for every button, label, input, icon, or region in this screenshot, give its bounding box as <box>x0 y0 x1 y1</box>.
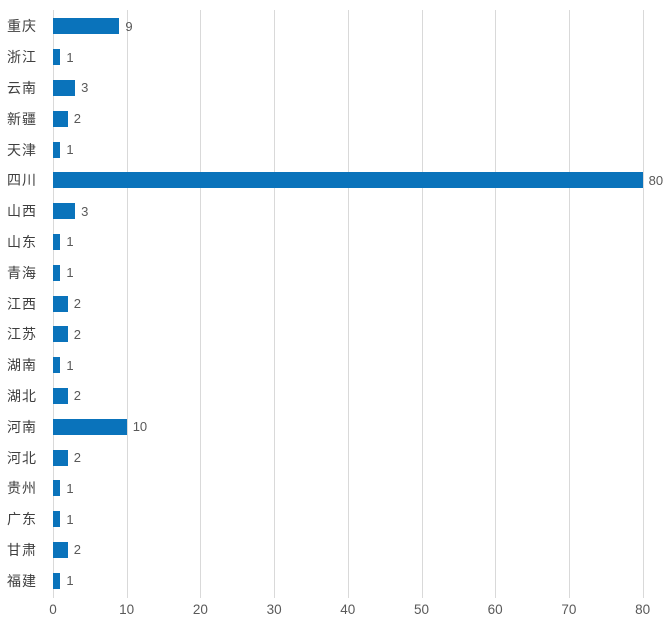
category-label: 青海 <box>7 264 37 281</box>
value-label: 1 <box>66 142 74 158</box>
x-tick-label: 50 <box>413 602 430 617</box>
bar <box>53 326 68 343</box>
gridline <box>274 10 276 598</box>
x-tick-label: 30 <box>266 602 282 617</box>
bar-row: 广东 1 <box>0 504 666 535</box>
bar <box>53 511 61 528</box>
gridline <box>126 10 128 598</box>
value-label: 2 <box>73 296 81 312</box>
category-label: 湖南 <box>7 357 37 374</box>
bar-row: 四川 80 <box>0 165 666 196</box>
category-label: 河北 <box>7 449 37 466</box>
bar <box>53 480 61 497</box>
bar-row: 山西 3 <box>0 196 666 227</box>
value-label: 1 <box>66 49 74 65</box>
gridline <box>568 10 570 598</box>
bar-row: 山东 1 <box>0 227 666 258</box>
value-label: 1 <box>66 234 74 250</box>
value-label: 2 <box>73 326 81 342</box>
bar-row: 湖南 1 <box>0 350 666 381</box>
category-label: 新疆 <box>7 110 37 127</box>
bar-row: 云南 3 <box>0 73 666 104</box>
bar <box>53 110 68 127</box>
category-label: 山西 <box>7 203 37 220</box>
value-label: 2 <box>73 450 81 466</box>
bar <box>53 541 68 558</box>
bar <box>53 449 68 466</box>
value-label: 80 <box>648 172 664 188</box>
x-tick-label: 20 <box>192 602 208 617</box>
category-label: 山东 <box>7 233 37 250</box>
value-label: 1 <box>66 511 74 527</box>
bar <box>53 18 120 35</box>
gridline <box>495 10 497 598</box>
bar <box>53 233 61 250</box>
x-tick-label: 70 <box>561 602 577 617</box>
value-label: 2 <box>73 388 81 404</box>
bar <box>53 264 61 281</box>
bar <box>53 49 61 66</box>
bar <box>53 172 643 189</box>
bar <box>53 203 76 220</box>
bar-row: 江苏 2 <box>0 319 666 350</box>
bar-row: 河北 2 <box>0 442 666 473</box>
bar-row: 新疆 2 <box>0 103 666 134</box>
bar-row: 贵州 1 <box>0 473 666 504</box>
bar-row: 河南 10 <box>0 411 666 442</box>
bar <box>53 295 68 312</box>
bar <box>53 572 61 589</box>
value-label: 3 <box>81 80 89 96</box>
value-label: 9 <box>125 18 133 34</box>
category-label: 广东 <box>7 511 37 528</box>
category-label: 河南 <box>7 418 37 435</box>
value-label: 3 <box>81 203 89 219</box>
value-label: 1 <box>66 357 74 373</box>
bar-row: 天津 1 <box>0 134 666 165</box>
category-label: 江苏 <box>7 326 37 343</box>
gridline <box>642 10 644 598</box>
x-tick-label: 0 <box>49 602 57 617</box>
bar-row: 青海 1 <box>0 257 666 288</box>
category-label: 浙江 <box>7 49 37 66</box>
value-label: 2 <box>73 111 81 127</box>
bar-row: 江西 2 <box>0 288 666 319</box>
category-label: 云南 <box>7 79 37 96</box>
gridline <box>200 10 202 598</box>
plot-area: 重庆 9 浙江 1 云南 3 新疆 2 天津 1 四川 80 山西 3 山东 1 青海 1 江西 2 江苏 2 湖南 1 湖北 2… <box>0 11 666 596</box>
x-tick-label: 80 <box>635 602 651 617</box>
category-label: 天津 <box>7 141 37 158</box>
x-tick-label: 10 <box>119 602 135 617</box>
category-label: 江西 <box>7 295 37 312</box>
bar <box>53 418 127 435</box>
x-axis: 0 10 20 30 40 50 60 70 80 <box>0 602 666 622</box>
bar <box>53 357 61 374</box>
category-label: 重庆 <box>7 18 37 35</box>
value-label: 10 <box>132 419 148 435</box>
gridline <box>347 10 349 598</box>
bar <box>53 79 76 96</box>
category-label: 四川 <box>7 172 37 189</box>
bar-row: 福建 1 <box>0 565 666 596</box>
bar-row: 重庆 9 <box>0 11 666 42</box>
x-tick-label: 60 <box>487 602 503 617</box>
value-label: 2 <box>73 542 81 558</box>
category-label: 福建 <box>7 572 37 589</box>
category-label: 湖北 <box>7 387 37 404</box>
bar-row: 甘肃 2 <box>0 535 666 566</box>
gridline <box>421 10 423 598</box>
value-label: 1 <box>66 265 74 281</box>
x-tick-label: 40 <box>340 602 356 617</box>
value-label: 1 <box>66 480 74 496</box>
bar <box>53 387 68 404</box>
bar <box>53 141 61 158</box>
category-label: 贵州 <box>7 480 37 497</box>
value-label: 1 <box>66 573 74 589</box>
category-label: 甘肃 <box>7 541 37 558</box>
bar-row: 浙江 1 <box>0 42 666 73</box>
bar-row: 湖北 2 <box>0 381 666 412</box>
